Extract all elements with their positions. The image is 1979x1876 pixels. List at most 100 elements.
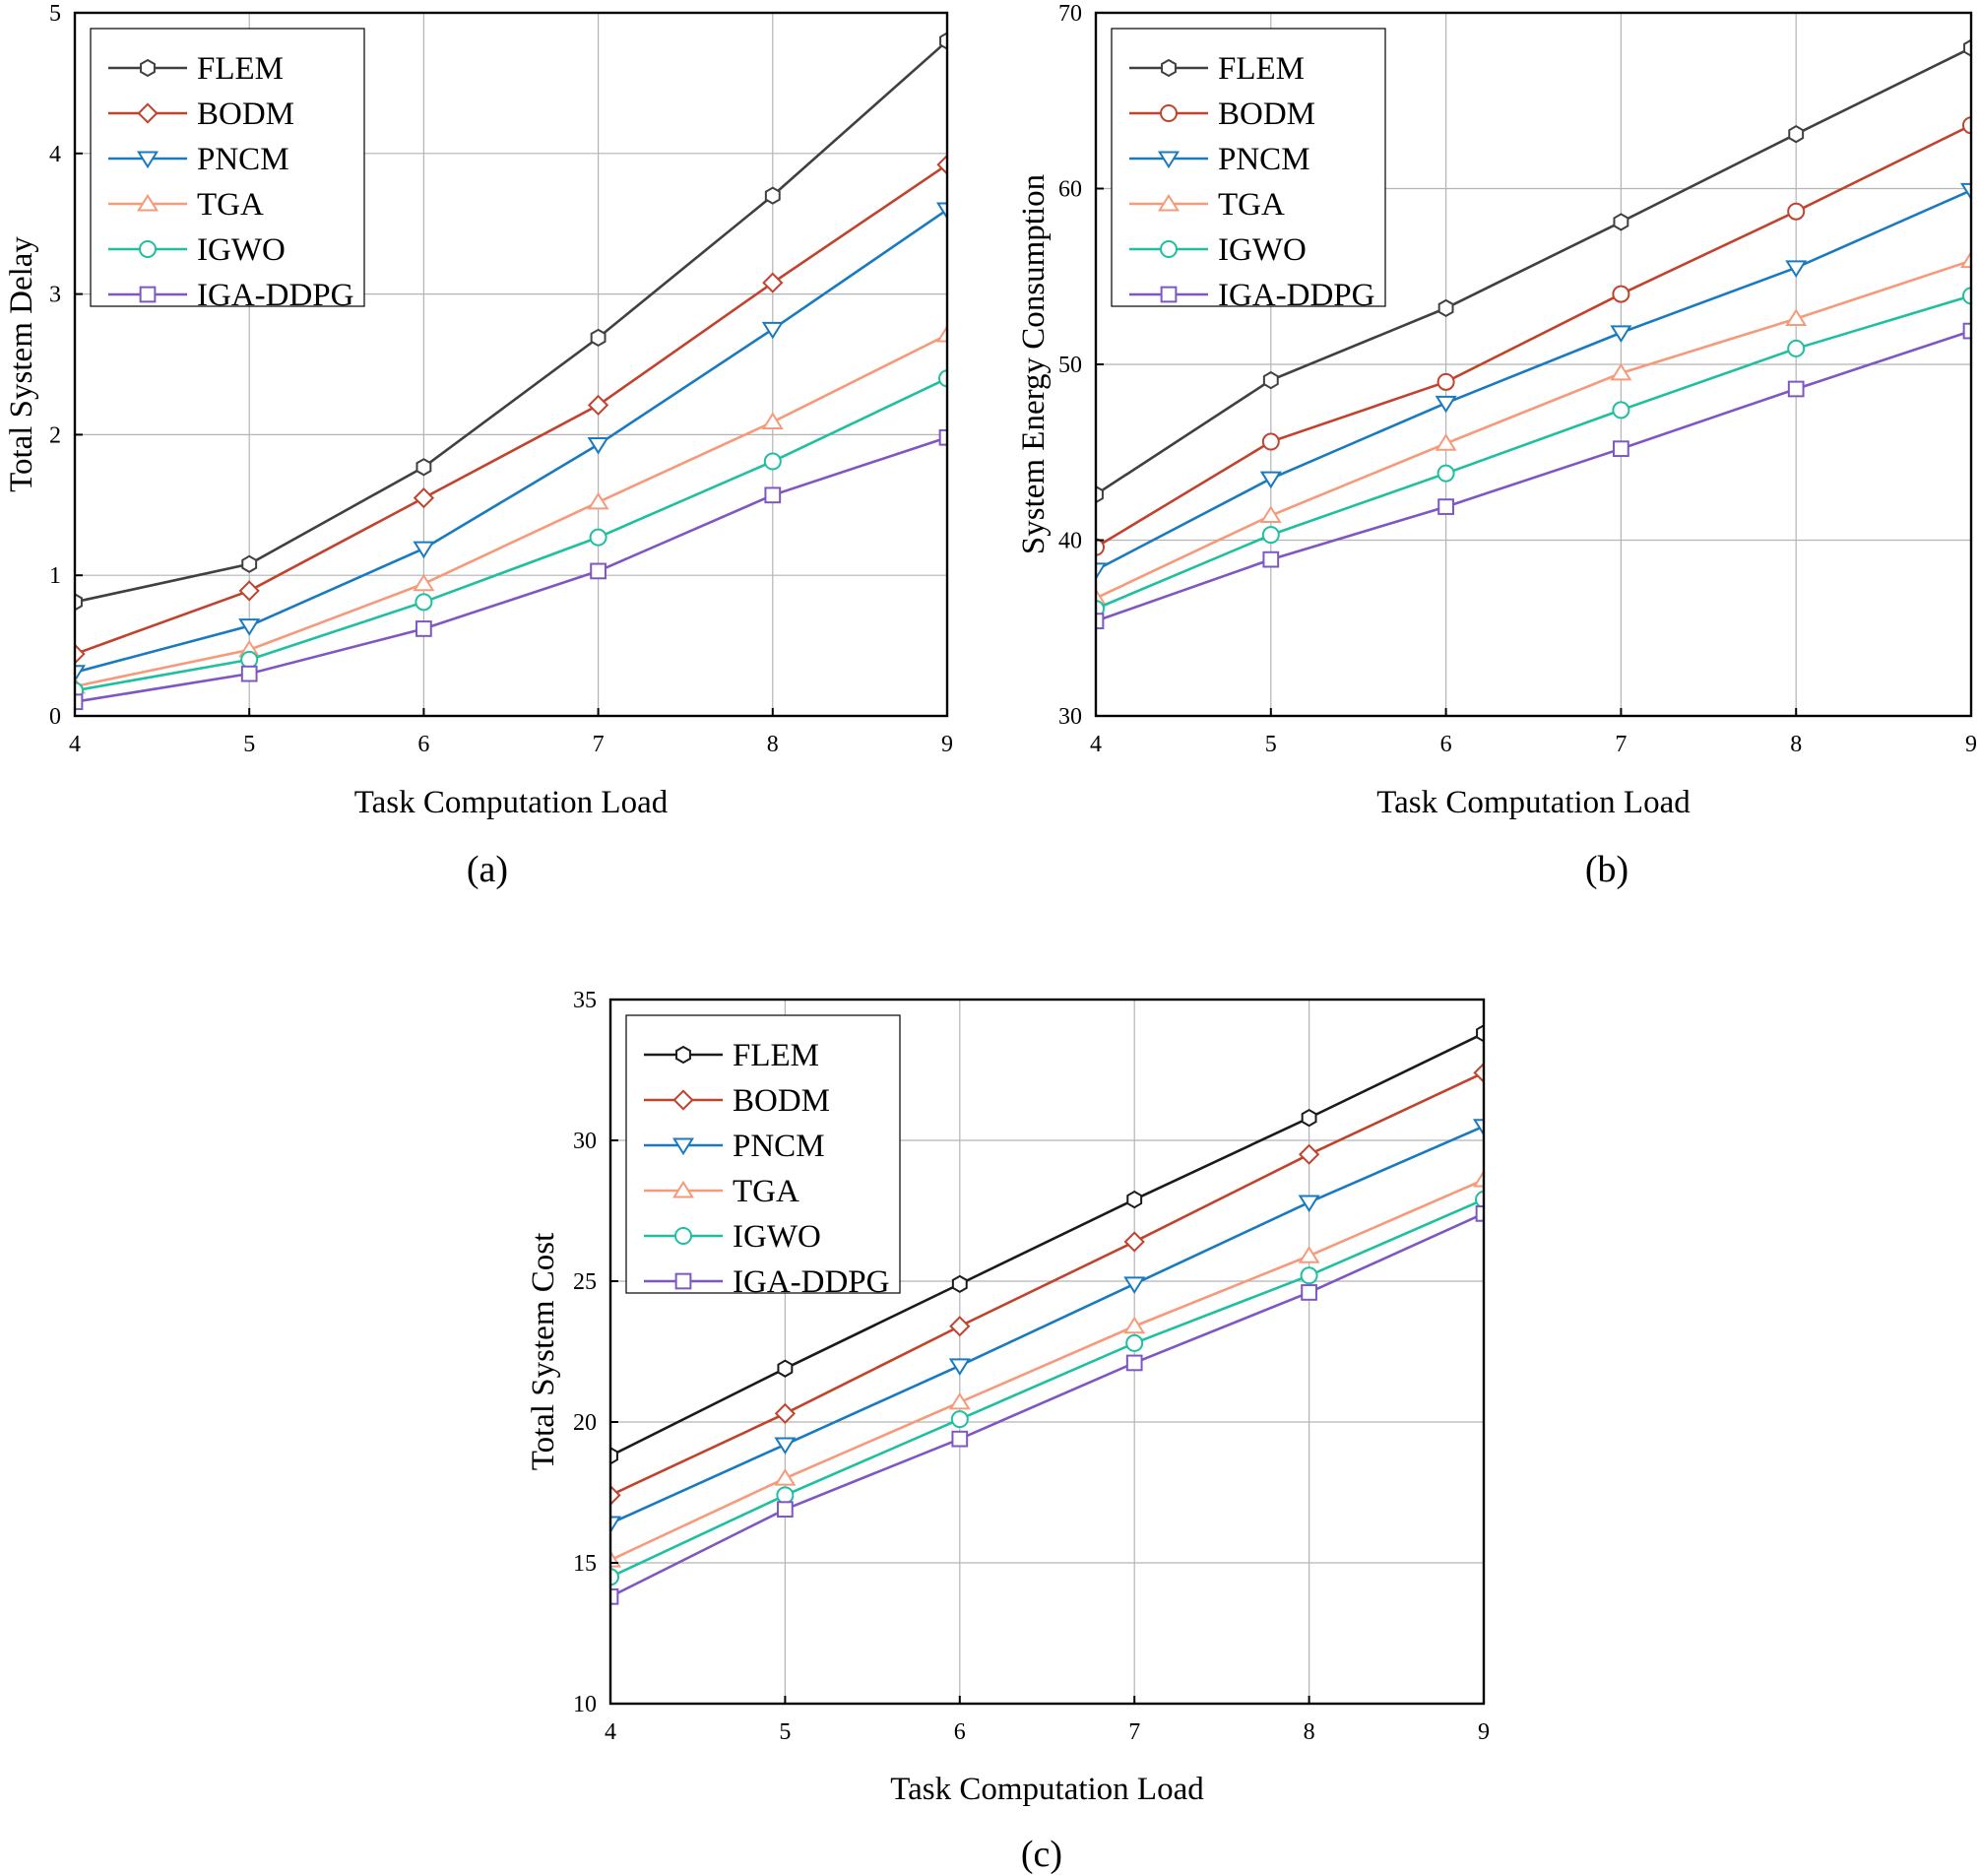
y-axis-label: System Energy Consumption (1016, 174, 1052, 554)
legend-marker (1157, 193, 1181, 212)
data-point (1437, 498, 1454, 515)
legend-item-bodm: BODM (644, 1083, 830, 1119)
legend-marker (139, 286, 157, 303)
legend-box (1111, 28, 1386, 307)
x-tick-label: 6 (1440, 732, 1452, 757)
legend: FLEM BODM PNCM TGA IGWO IGA-DDPG (90, 28, 365, 313)
data-point (1123, 1316, 1146, 1334)
data-point (413, 573, 435, 592)
series-tga (609, 1169, 1485, 1568)
legend-marker (137, 102, 159, 124)
y-tick-label: 30 (573, 1129, 597, 1154)
series-line (1095, 329, 1972, 622)
legend-label: IGA-DDPG (1218, 278, 1375, 313)
series-line (1095, 46, 1972, 496)
data-point (413, 487, 435, 509)
data-point (1437, 298, 1454, 318)
chart-panel-a: 4 5 6 7 8 9 0 1 2 3 4 5 Task Computation Load Total S… (4, 1, 953, 890)
series-bodm (609, 1062, 1485, 1506)
data-point (1259, 505, 1282, 523)
legend-label: BODM (733, 1083, 830, 1119)
data-point (764, 486, 782, 504)
data-point (1612, 401, 1630, 420)
data-point (1123, 1231, 1145, 1253)
data-point (415, 620, 432, 637)
data-point (587, 394, 609, 417)
legend-marker (675, 1045, 691, 1065)
data-point (1301, 1284, 1317, 1301)
series-iga-ddpg (609, 1205, 1485, 1605)
y-axis-label: Total System Delay (4, 236, 39, 492)
series-line (609, 1071, 1485, 1497)
data-point (1123, 1276, 1146, 1295)
data-point (1436, 464, 1455, 483)
data-point (762, 272, 784, 293)
data-point (1785, 260, 1808, 278)
data-point (763, 452, 782, 471)
data-point (1261, 526, 1280, 545)
data-point (589, 528, 607, 547)
series-iga-ddpg (74, 428, 948, 711)
data-point (1785, 308, 1808, 327)
legend-item-flem: FLEM (1129, 51, 1305, 87)
legend-item-igwo: IGWO (644, 1219, 821, 1255)
legend-item-bodm: BODM (1129, 97, 1315, 132)
data-point (1613, 440, 1629, 458)
data-point (1436, 372, 1455, 391)
legend-marker (672, 1089, 694, 1111)
data-point (1613, 213, 1629, 231)
legend-marker (1160, 104, 1178, 122)
chart-panel-b: 4 5 6 7 8 9 30 40 50 60 70 Task Computation Load Sys… (1016, 1, 1977, 890)
data-point (238, 618, 261, 636)
legend-label: FLEM (733, 1038, 819, 1073)
legend-marker (671, 1180, 695, 1198)
x-tick-label: 9 (1478, 1719, 1490, 1745)
panel-label: (c) (1021, 1834, 1062, 1875)
legend-marker (671, 1137, 695, 1156)
series-line (1095, 259, 1972, 600)
x-tick-label: 9 (1965, 732, 1977, 757)
series-igwo (609, 1191, 1485, 1586)
series-tga (74, 324, 948, 694)
series-pncm (74, 202, 948, 682)
data-point (949, 1316, 971, 1337)
data-point (951, 1430, 969, 1448)
x-tick-label: 4 (1090, 732, 1102, 757)
legend-item-flem: FLEM (644, 1038, 819, 1073)
legend-item-pncm: PNCM (108, 142, 289, 177)
data-point (1125, 1333, 1144, 1352)
series-line (74, 163, 948, 656)
legend-label: FLEM (1218, 51, 1305, 87)
legend-marker (1157, 151, 1181, 169)
series-line (74, 39, 948, 604)
y-tick-label: 4 (49, 142, 61, 167)
data-point (948, 1358, 971, 1376)
legend-marker (136, 151, 160, 169)
legend-label: TGA (1218, 187, 1285, 223)
legend-item-pncm: PNCM (644, 1129, 825, 1164)
y-tick-label: 20 (573, 1410, 597, 1436)
data-point (761, 412, 784, 429)
x-tick-label: 8 (1790, 732, 1802, 757)
legend-box (625, 1014, 901, 1294)
x-tick-label: 4 (69, 732, 81, 757)
data-point (948, 1391, 971, 1410)
data-point (1610, 325, 1632, 344)
series-line (609, 1032, 1485, 1457)
data-point (587, 491, 609, 510)
legend-label: IGWO (1218, 232, 1307, 268)
legend-item-igwo: IGWO (1129, 232, 1307, 268)
plot-frame (608, 998, 1486, 1706)
data-point (1262, 370, 1279, 390)
x-axis-label: Task Computation Load (1376, 785, 1691, 820)
legend-item-igwo: IGWO (108, 232, 286, 268)
legend-item-pncm: PNCM (1129, 142, 1310, 177)
data-point (1298, 1246, 1320, 1263)
data-point (764, 186, 781, 205)
data-point (774, 1437, 797, 1456)
legend: FLEM BODM PNCM TGA IGWO IGA-DDPG (1111, 28, 1386, 313)
series-line (74, 436, 948, 704)
legend-marker (139, 240, 157, 258)
legend-item-tga: TGA (1129, 187, 1285, 223)
